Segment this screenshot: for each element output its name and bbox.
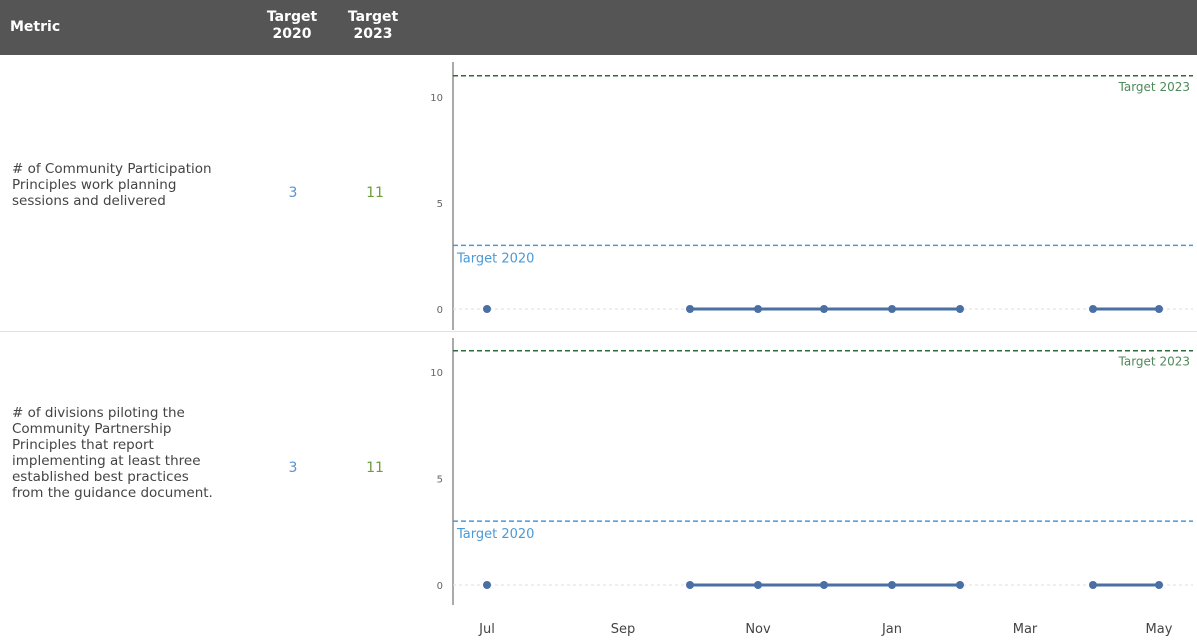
target-2020-value: 3 xyxy=(288,460,298,476)
x-tick-label: May xyxy=(1146,622,1173,637)
row-divider xyxy=(0,331,1197,332)
data-point xyxy=(686,581,694,589)
metric-line: established best practices xyxy=(12,469,189,485)
reference-line-label: Target 2020 xyxy=(456,251,534,266)
reference-line-label: Target 2020 xyxy=(456,527,534,542)
data-point xyxy=(483,581,491,589)
x-tick-label: Sep xyxy=(611,622,636,637)
metric-line: # of Community Participation xyxy=(12,161,212,177)
y-tick-label: 5 xyxy=(437,199,443,210)
target-2023-header-line1: Target xyxy=(347,9,399,25)
reference-line-label: Target 2023 xyxy=(1118,355,1190,369)
target-2020-column-header: Target 2020 xyxy=(262,9,322,43)
metric-line: sessions and delivered xyxy=(12,193,166,209)
data-point xyxy=(956,581,964,589)
data-point xyxy=(956,305,964,313)
data-point xyxy=(1089,581,1097,589)
y-tick-label: 0 xyxy=(437,305,443,316)
x-tick-label: Nov xyxy=(745,622,771,637)
reference-line-label: Target 2023 xyxy=(1118,80,1190,94)
table-header: Metric Target 2020 Target 2023 xyxy=(0,0,1197,55)
data-point xyxy=(820,305,828,313)
y-tick-label: 10 xyxy=(430,93,443,104)
metric-line: # of divisions piloting the xyxy=(12,405,185,421)
data-point xyxy=(1155,581,1163,589)
target-2023-value: 11 xyxy=(366,460,384,476)
target-2020-value: 3 xyxy=(288,185,298,201)
data-point xyxy=(820,581,828,589)
y-tick-label: 10 xyxy=(430,368,443,379)
target-2020-header-line1: Target xyxy=(266,9,318,25)
metric-line: implementing at least three xyxy=(12,453,201,469)
target-2020-header-line2: 2020 xyxy=(272,26,312,42)
data-point xyxy=(754,305,762,313)
x-tick-label: Mar xyxy=(1013,622,1038,637)
x-tick-label: Jul xyxy=(478,622,495,637)
metric-line: Principles that report xyxy=(12,437,154,453)
data-point xyxy=(754,581,762,589)
metric-line: Community Partnership xyxy=(12,421,172,437)
data-point xyxy=(888,581,896,589)
target-2023-header-line2: 2023 xyxy=(353,26,393,42)
x-tick-label: Jan xyxy=(881,622,902,637)
data-point xyxy=(483,305,491,313)
metric-column-header: Metric xyxy=(10,19,60,36)
metric-description: # of Community Participation Principles … xyxy=(12,161,262,209)
metric-column-label: Metric xyxy=(10,19,61,35)
table-row: # of divisions piloting the Community Pa… xyxy=(0,332,1197,608)
y-tick-label: 0 xyxy=(437,581,443,592)
metric-description: # of divisions piloting the Community Pa… xyxy=(12,405,262,501)
data-point xyxy=(1155,305,1163,313)
table-row: # of Community Participation Principles … xyxy=(0,55,1197,331)
metric-line: Principles work planning xyxy=(12,177,177,193)
target-2023-column-header: Target 2023 xyxy=(343,9,403,43)
data-point xyxy=(888,305,896,313)
y-tick-label: 5 xyxy=(437,475,443,486)
metric-line: from the guidance document. xyxy=(12,485,213,501)
target-2023-value: 11 xyxy=(366,185,384,201)
data-point xyxy=(686,305,694,313)
data-point xyxy=(1089,305,1097,313)
